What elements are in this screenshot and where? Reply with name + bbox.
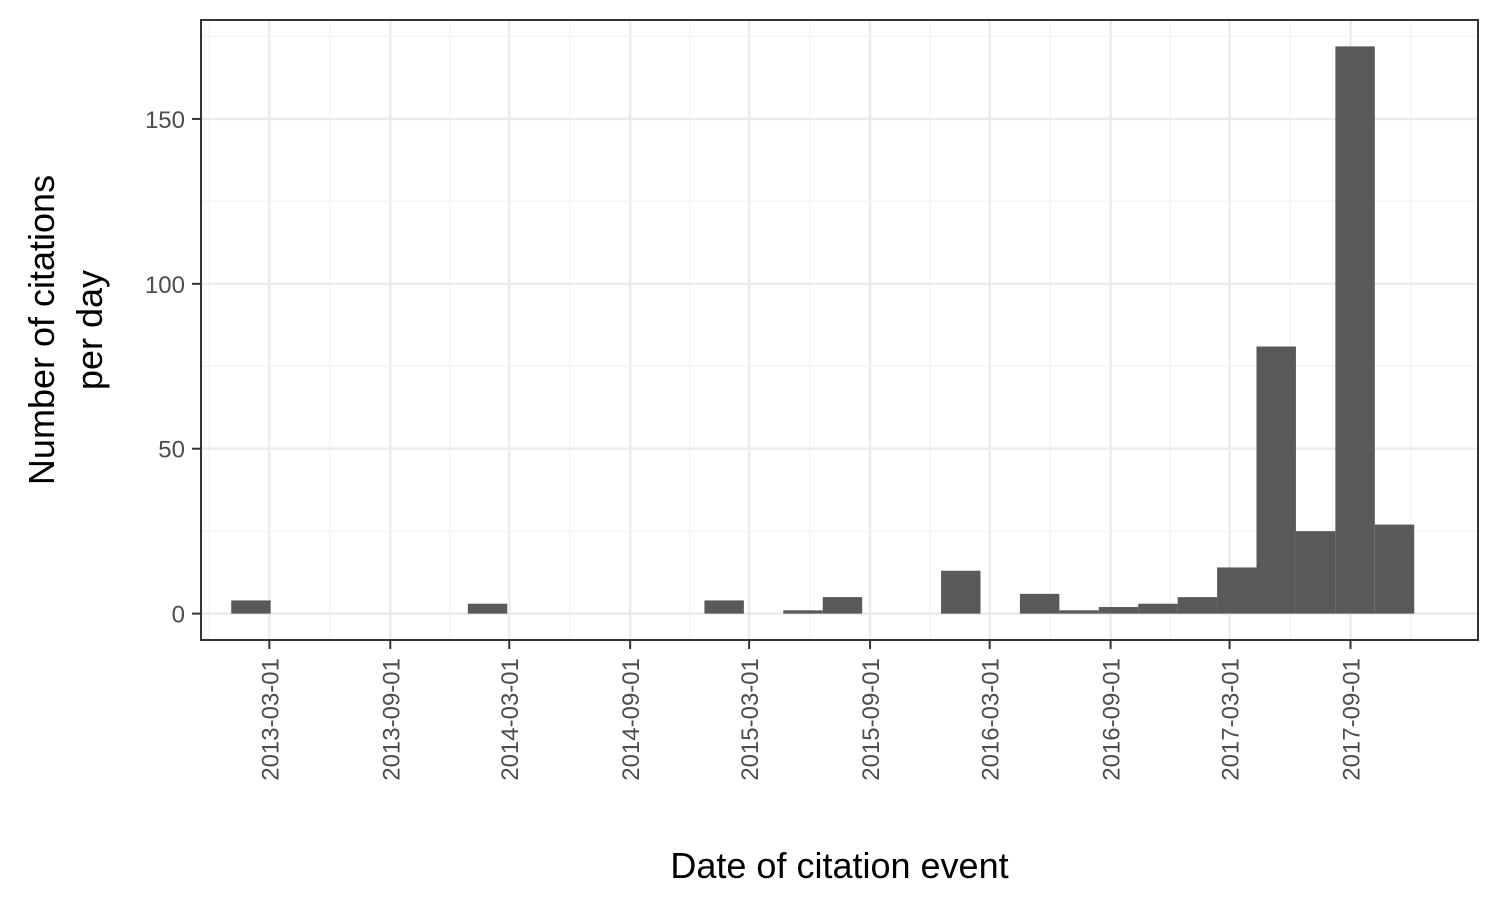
grid [201, 20, 1478, 640]
histogram-bar [231, 600, 271, 614]
histogram-bar [467, 603, 508, 614]
x-tick-label: 2016-09-01 [1099, 658, 1126, 781]
histogram-bar [1374, 524, 1415, 614]
y-axis-title-line-1: Number of citations [21, 175, 62, 485]
x-tick-label: 2015-09-01 [858, 658, 885, 781]
x-tick-label: 2017-09-01 [1338, 658, 1365, 781]
histogram-bar [1256, 346, 1296, 614]
histogram-bar [1019, 593, 1060, 614]
x-tick-label: 2013-03-01 [257, 658, 284, 781]
histogram-bar [941, 570, 981, 614]
bars [231, 46, 1415, 614]
x-axis-title: Date of citation event [670, 845, 1008, 886]
panel-border [200, 19, 1479, 641]
x-tick-label: 2014-03-01 [497, 658, 524, 781]
y-axis-title-line-2: per day [69, 270, 110, 390]
histogram-bar [1177, 597, 1218, 614]
y-tick-label: 0 [172, 602, 185, 629]
x-tick-label: 2014-09-01 [618, 658, 645, 781]
histogram-bar [1138, 603, 1178, 614]
histogram-bar [1217, 567, 1257, 614]
x-tick-label: 2017-03-01 [1218, 658, 1245, 781]
histogram-bar [822, 597, 863, 614]
histogram-bar [1295, 531, 1336, 614]
x-tick-label: 2016-03-01 [978, 658, 1005, 781]
histogram-bar [1059, 610, 1099, 614]
histogram-bar [1335, 46, 1375, 614]
x-tick-label: 2013-09-01 [378, 658, 405, 781]
histogram-bar [704, 600, 744, 614]
x-tick-label: 2015-03-01 [737, 658, 764, 781]
histogram-bar [1098, 607, 1139, 614]
tick-labels: 0 50 100 150 2013-03-01 2013-09-01 2014-03-01 2… [145, 107, 1366, 781]
y-tick-label: 50 [158, 437, 185, 464]
y-tick-label: 150 [145, 107, 185, 134]
axis-ticks [192, 117, 1352, 649]
histogram-bar [783, 610, 823, 614]
y-tick-label: 100 [145, 272, 185, 299]
